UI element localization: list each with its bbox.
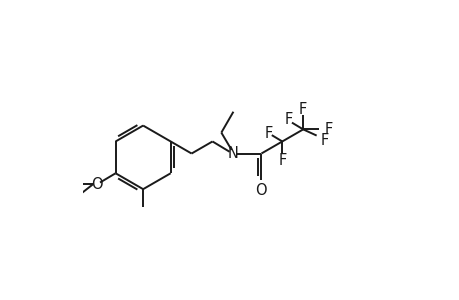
Text: F: F bbox=[324, 122, 332, 137]
Text: F: F bbox=[278, 152, 286, 167]
Text: F: F bbox=[298, 102, 307, 117]
Text: F: F bbox=[320, 134, 328, 148]
Text: O: O bbox=[255, 183, 267, 198]
Text: N: N bbox=[228, 146, 238, 161]
Text: F: F bbox=[263, 126, 272, 141]
Text: O: O bbox=[90, 177, 102, 192]
Text: F: F bbox=[284, 112, 292, 127]
